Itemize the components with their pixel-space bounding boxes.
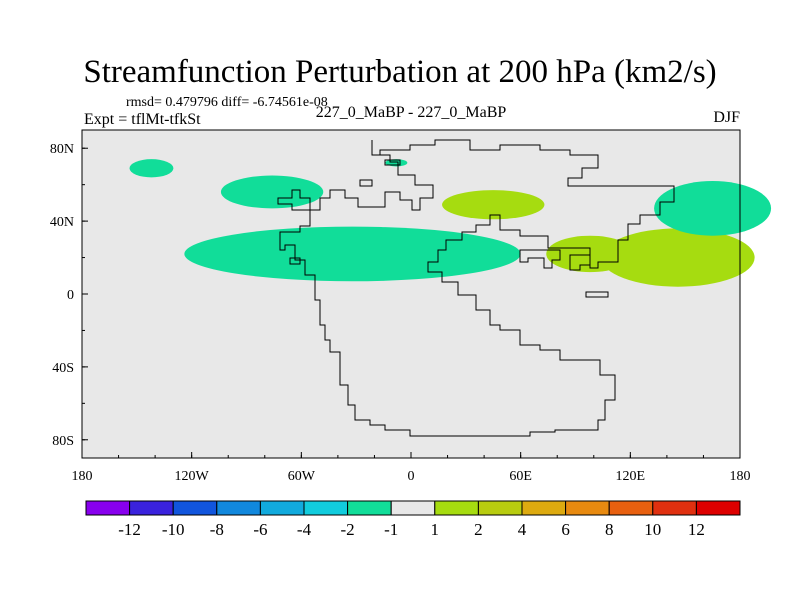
arctic-island-outline <box>384 159 401 166</box>
chart-title: Streamfunction Perturbation at 200 hPa (… <box>83 54 717 90</box>
x-tick-label: 180 <box>72 469 93 484</box>
map-background <box>82 130 740 458</box>
colorbar-label: -6 <box>253 520 267 539</box>
y-tick-label: 0 <box>67 288 74 303</box>
anomaly-layer <box>129 159 772 287</box>
colorbar-swatch <box>390 500 436 516</box>
colorbar-label: 1 <box>431 520 440 539</box>
anomaly-north-pacific-negative <box>654 181 772 236</box>
colorbar-label: 8 <box>605 520 614 539</box>
anomaly-eastern-pacific-negative-a <box>129 159 174 178</box>
southeast-island-outline <box>585 291 609 298</box>
colorbar-swatch <box>347 500 392 516</box>
colorbar-swatch <box>172 500 218 516</box>
colorbar-label: -8 <box>210 520 224 539</box>
stats-line: rmsd= 0.479796 diff= -6.74561e-08 <box>126 95 328 110</box>
colorbar: -12 -10 -8 -6 -4 -2 -1 1 2 4 6 8 10 12 <box>85 500 741 539</box>
colorbar-label: -4 <box>297 520 312 539</box>
colorbar-swatch <box>652 500 697 516</box>
anomaly-subtropical-atlantic-negative <box>184 226 521 282</box>
colorbar-swatch <box>216 500 261 516</box>
colorbar-label: 6 <box>561 520 570 539</box>
main-continent-outline <box>279 139 675 437</box>
colorbar-swatch <box>477 500 523 516</box>
y-axis: 80N 40N 0 40S 80S <box>50 142 88 449</box>
x-axis: 180 120W 60W 0 60E 120E 180 <box>72 452 751 484</box>
colorbar-swatch <box>129 500 174 516</box>
colorbar-swatch <box>695 500 741 516</box>
west-coast-island-outline <box>289 257 301 265</box>
colorbar-label: -2 <box>341 520 355 539</box>
colorbar-label: 2 <box>474 520 483 539</box>
anomaly-west-pacific-positive <box>601 228 755 287</box>
anomaly-north-atlantic-negative <box>220 175 324 209</box>
colorbar-label: 4 <box>518 520 527 539</box>
colorbar-label: -10 <box>162 520 185 539</box>
colorbar-label: 10 <box>644 520 661 539</box>
run-comparison-label: 227_0_MaBP - 227_0_MaBP <box>315 104 507 121</box>
colorbar-label: 12 <box>688 520 705 539</box>
small-island-outline <box>359 179 373 187</box>
y-tick-label: 80S <box>52 434 74 449</box>
colorbar-swatch <box>521 500 567 516</box>
x-tick-label: 60E <box>509 469 532 484</box>
paleo-coastline-layer <box>277 139 675 437</box>
india-peninsula-outline <box>569 254 591 271</box>
y-tick-label: 40N <box>50 215 74 230</box>
x-tick-label: 180 <box>730 469 751 484</box>
colorbar-swatch <box>303 500 349 516</box>
north-atlantic-outline <box>277 189 311 211</box>
season-label: DJF <box>713 109 740 126</box>
colorbar-swatch <box>565 500 610 516</box>
colorbar-label: -1 <box>384 520 398 539</box>
y-tick-label: 40S <box>52 361 74 376</box>
y-tick-label: 80N <box>50 142 74 157</box>
colorbar-swatch <box>434 500 479 516</box>
colorbar-swatch <box>85 500 131 516</box>
colorbar-swatch <box>259 500 305 516</box>
colorbar-swatch <box>608 500 654 516</box>
colorbar-label: -12 <box>118 520 141 539</box>
x-tick-label: 120E <box>616 469 646 484</box>
arabia-inlet-outline <box>519 249 561 269</box>
experiment-label: Expt = tflMt-tfkSt <box>84 111 201 128</box>
x-tick-label: 120W <box>175 469 210 484</box>
anomaly-north-africa-positive <box>442 190 545 220</box>
x-tick-label: 60W <box>288 469 316 484</box>
x-tick-label: 0 <box>408 469 415 484</box>
